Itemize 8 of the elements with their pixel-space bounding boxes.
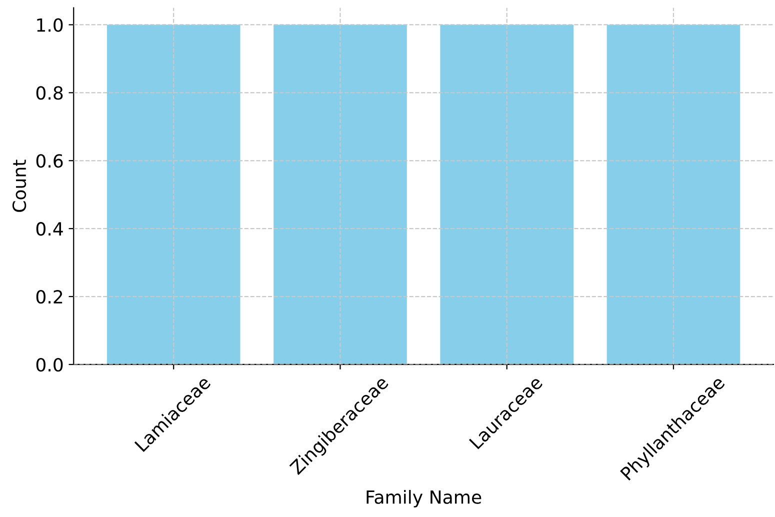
y-tick-label: 0.6: [36, 154, 63, 168]
y-tick-label: 0.0: [36, 358, 63, 372]
y-tick-label: 0.8: [36, 86, 63, 100]
y-tick-label: 0.2: [36, 290, 62, 304]
y-tick-label: 0.4: [36, 222, 63, 236]
y-axis-title: Count: [12, 160, 26, 212]
x-axis-title: Family Name: [366, 490, 482, 508]
y-tick-label: 1.0: [37, 18, 63, 32]
